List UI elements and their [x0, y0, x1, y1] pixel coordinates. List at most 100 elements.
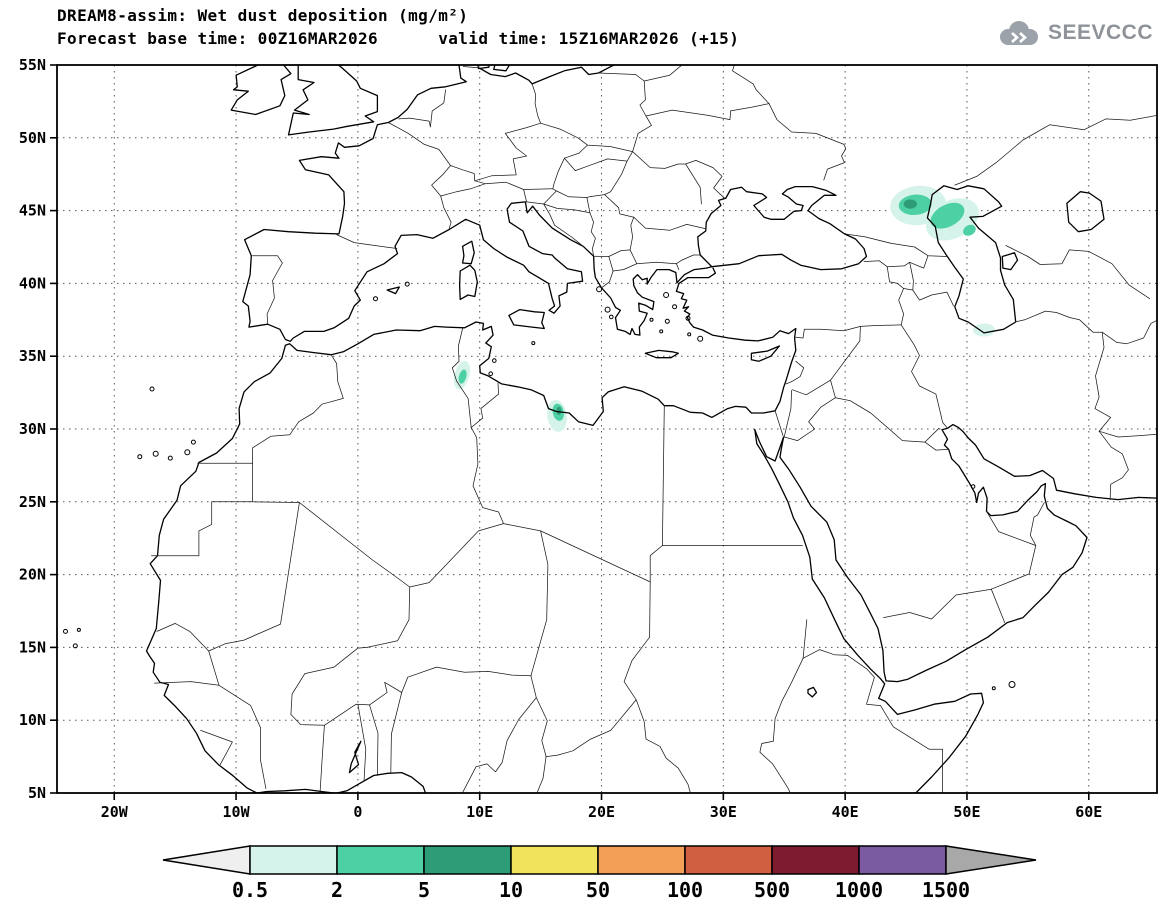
border-path: [544, 204, 590, 213]
lat-tick-label: 25N: [19, 493, 46, 511]
border-path: [299, 503, 503, 588]
border-path: [564, 145, 587, 158]
colorbar-arrow-right: [946, 846, 1036, 874]
border-path: [925, 442, 948, 450]
island: [77, 628, 80, 631]
colorbar-tick-label: 50: [586, 878, 610, 902]
lon-tick-label: 0: [353, 803, 362, 821]
border-path: [524, 190, 527, 202]
border-path: [784, 398, 835, 441]
border-path: [633, 152, 686, 169]
lon-tick-label: 50E: [953, 803, 980, 821]
border-path: [864, 261, 904, 289]
border-path: [1006, 246, 1150, 299]
coastline-path: [479, 65, 615, 84]
border-path: [556, 191, 587, 198]
border-path: [291, 714, 325, 725]
lon-tick-label: 10E: [466, 803, 493, 821]
lat-tick-label: 10N: [19, 711, 46, 729]
deposition-patch-northwest-caspian: [904, 199, 917, 208]
border-path: [209, 503, 300, 652]
border-path: [337, 235, 397, 249]
colorbar-tick-label: 1000: [835, 878, 883, 902]
forecast-time-subtitle: Forecast base time: 00Z16MAR2026 valid t…: [57, 29, 739, 48]
border-path: [991, 517, 1036, 589]
colorbar-segment: [859, 846, 946, 874]
border-path: [686, 164, 702, 204]
island: [665, 319, 669, 323]
border-path: [527, 189, 557, 204]
border-path: [845, 234, 948, 257]
colorbar-segment: [685, 846, 772, 874]
coastline-path: [509, 310, 544, 329]
border-path: [391, 693, 402, 774]
island: [698, 336, 703, 341]
border-path: [291, 674, 305, 715]
border-path: [253, 355, 344, 464]
island: [168, 456, 172, 460]
border-path: [209, 651, 261, 728]
border-path: [634, 217, 706, 230]
island: [650, 318, 653, 321]
border-path: [644, 65, 682, 81]
island: [374, 297, 378, 301]
island: [605, 307, 610, 312]
border-path: [260, 728, 266, 789]
border-path: [320, 725, 324, 791]
coastline-path: [755, 430, 784, 461]
border-path: [733, 65, 770, 104]
lat-tick-label: 50N: [19, 129, 46, 147]
border-path: [792, 361, 804, 381]
plot-canvas: DREAM8-assim: Wet dust deposition (mg/m²…: [0, 0, 1165, 907]
lon-tick-label: 20W: [101, 803, 129, 821]
lat-tick-label: 45N: [19, 202, 46, 220]
colorbar-segment: [424, 846, 511, 874]
border-path: [784, 390, 791, 437]
border-path: [536, 582, 650, 757]
border-path: [831, 380, 836, 398]
border-path: [676, 255, 699, 264]
grid-lines: [57, 65, 1157, 793]
lon-tick-label: 30E: [710, 803, 737, 821]
border-path: [475, 123, 541, 181]
border-path: [803, 650, 874, 678]
deposition-patch-northwest-libya-coast: [556, 407, 561, 415]
border-path: [590, 213, 596, 256]
colorbar-tick-label: 5: [418, 878, 430, 902]
border-path: [157, 623, 209, 651]
coastline-path: [808, 687, 817, 697]
border-path: [760, 658, 803, 793]
border-path: [904, 289, 954, 307]
lon-tick-label: 60E: [1075, 803, 1102, 821]
border-path: [471, 383, 498, 427]
colorbar-tick-label: 2: [331, 878, 343, 902]
deposition-patch-south-caspian-iran: [973, 323, 995, 336]
colorbar-tick-label: 0.5: [232, 878, 268, 902]
border-path: [609, 250, 637, 271]
colorbar-segment: [511, 846, 598, 874]
border-path: [475, 181, 553, 190]
border-path: [910, 262, 914, 290]
border-path: [253, 256, 283, 325]
border-path: [786, 382, 792, 384]
border-path: [676, 264, 679, 270]
coastline-path: [780, 425, 1158, 682]
border-path: [901, 325, 947, 428]
colorbar-tick-label: 10: [499, 878, 523, 902]
island: [673, 305, 677, 309]
coastline-path: [1002, 253, 1017, 270]
border-path: [646, 104, 769, 120]
border-path: [151, 502, 252, 556]
border-path: [504, 524, 541, 531]
border-path: [587, 198, 590, 213]
border-path: [537, 757, 546, 793]
border-path: [835, 398, 925, 442]
coastline-path: [645, 350, 678, 357]
border-path: [769, 104, 846, 180]
border-path: [358, 704, 366, 781]
border-path: [463, 67, 479, 68]
border-path: [637, 262, 677, 263]
island: [660, 330, 663, 333]
border-path: [324, 682, 401, 725]
border-path: [441, 184, 486, 196]
